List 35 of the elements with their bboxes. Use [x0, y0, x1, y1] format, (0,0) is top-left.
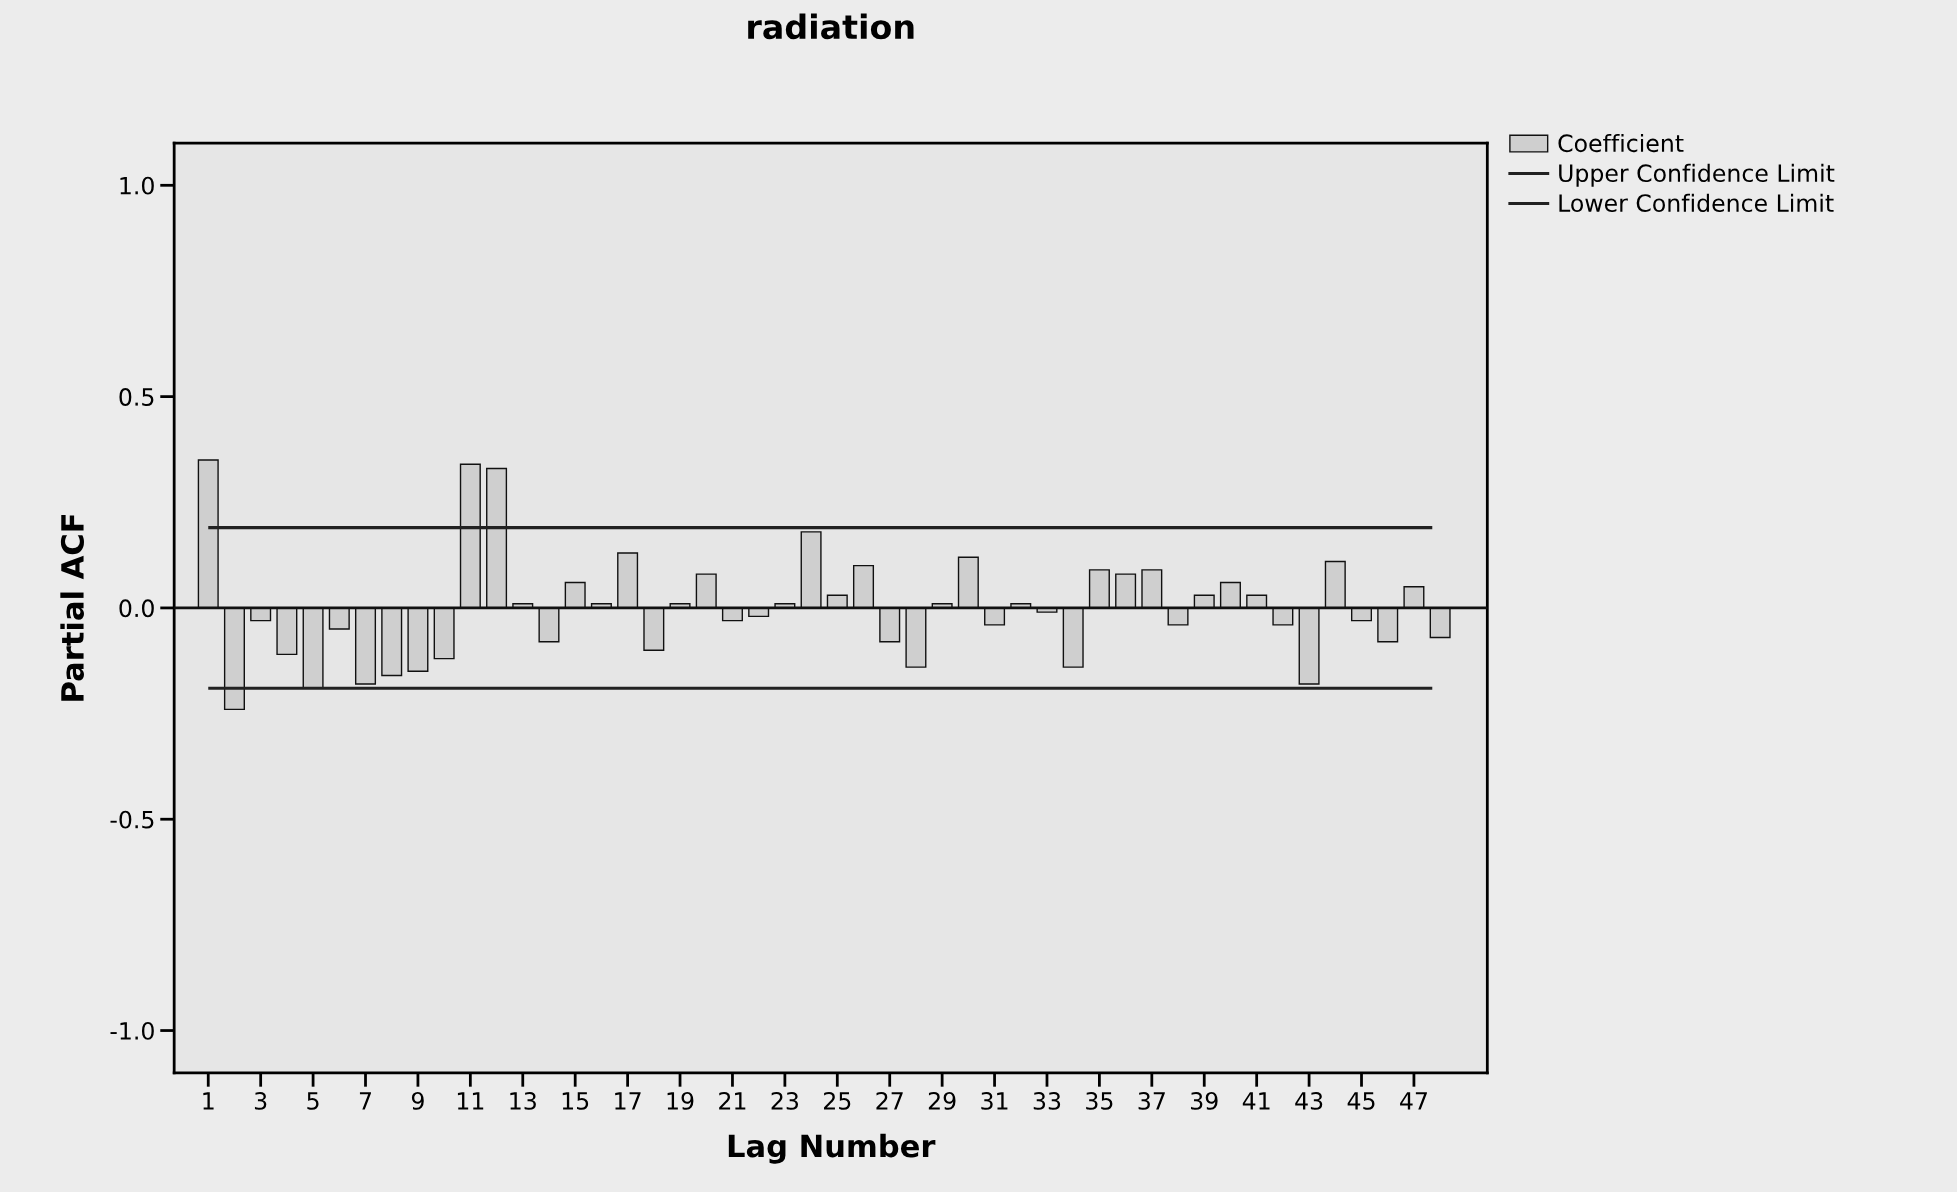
- legend-label: Lower Confidence Limit: [1559, 193, 1834, 213]
- y-axis-title: Partial ACF: [60, 514, 84, 701]
- x-tick-label: 43: [1295, 1091, 1323, 1110]
- x-tick-label: 45: [1347, 1092, 1375, 1110]
- x-tick-label: 21: [719, 1091, 746, 1110]
- y-tick-label: 0.5: [119, 388, 154, 406]
- x-tick-label: 15: [562, 1092, 589, 1110]
- x-tick-label: 27: [876, 1091, 903, 1110]
- x-tick-label: 7: [359, 1092, 371, 1110]
- legend-label: Coefficient: [1558, 133, 1684, 153]
- chart-title: radiation: [748, 13, 914, 40]
- x-tick-label: 39: [1191, 1091, 1218, 1110]
- y-tick-label: 1.0: [120, 176, 154, 195]
- x-tick-label: 1: [203, 1092, 214, 1110]
- y-tick-label: -1.0: [110, 1021, 154, 1040]
- x-tick-label: 31: [981, 1091, 1008, 1110]
- x-tick-label: 37: [1138, 1091, 1165, 1110]
- x-tick-label: 9: [411, 1091, 424, 1110]
- x-tick-label: 11: [457, 1092, 484, 1110]
- x-axis-title: Lag Number: [728, 1133, 936, 1164]
- x-tick-label: 19: [667, 1091, 694, 1110]
- y-tick-label: -0.5: [110, 810, 154, 829]
- x-tick-label: 47: [1400, 1092, 1427, 1110]
- x-tick-label: 17: [615, 1092, 641, 1110]
- x-tick-label: 35: [1086, 1091, 1113, 1110]
- x-tick-label: 29: [928, 1091, 956, 1110]
- x-tick-label: 5: [307, 1092, 319, 1110]
- y-tick-label: 0.0: [119, 599, 154, 618]
- x-tick-label: 23: [771, 1091, 799, 1110]
- x-tick-label: 25: [824, 1091, 851, 1110]
- x-tick-label: 13: [510, 1091, 536, 1110]
- x-tick-label: 3: [254, 1091, 267, 1110]
- x-tick-label: 33: [1033, 1091, 1061, 1110]
- x-tick-label: 41: [1242, 1092, 1270, 1110]
- legend-label: Upper Confidence Limit: [1559, 163, 1835, 187]
